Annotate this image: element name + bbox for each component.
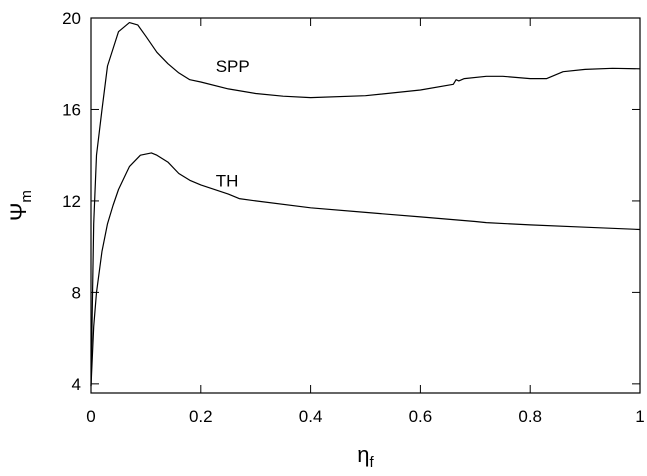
series-line-spp xyxy=(90,22,641,387)
y-axis-label: Ψm xyxy=(6,190,35,221)
x-axis-label: ηf xyxy=(357,442,374,471)
x-axis-label-sub: f xyxy=(370,454,375,471)
x-tick-label: 0.2 xyxy=(189,407,213,426)
series-labels: SPP TH xyxy=(216,57,250,190)
plot-frame xyxy=(90,17,641,394)
y-tick-label: 16 xyxy=(62,100,81,119)
series-line-th xyxy=(90,152,641,387)
x-tick-label: 0.6 xyxy=(409,407,433,426)
x-tick-label: 0 xyxy=(86,407,95,426)
y-axis-label-sub: m xyxy=(18,190,35,203)
series-label-th: TH xyxy=(216,171,239,190)
y-tick-label: 8 xyxy=(72,283,81,302)
y-tick-label: 12 xyxy=(62,192,81,211)
y-tick-label: 20 xyxy=(62,9,81,28)
tick-labels: 0 0.2 0.4 0.6 0.8 1 4 8 12 16 20 xyxy=(62,9,645,426)
x-axis-label-main: η xyxy=(357,442,369,467)
y-tick-label: 4 xyxy=(72,375,81,394)
series-label-spp: SPP xyxy=(216,57,250,76)
x-tick-label: 1 xyxy=(635,407,644,426)
y-axis-label-main: Ψ xyxy=(6,203,31,221)
plot-lines xyxy=(90,22,641,387)
x-tick-label: 0.8 xyxy=(518,407,542,426)
x-tick-label: 0.4 xyxy=(299,407,323,426)
